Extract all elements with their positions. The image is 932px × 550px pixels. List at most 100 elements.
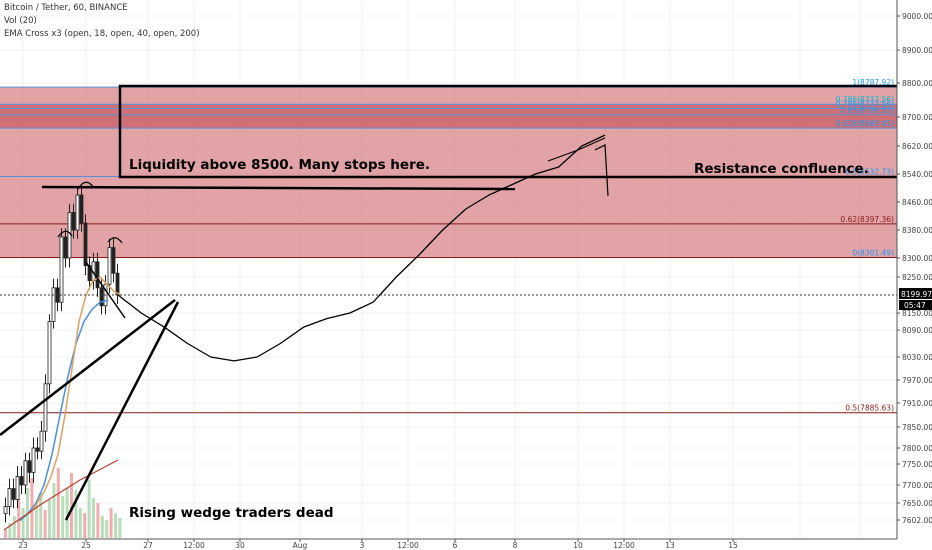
time-tick-label: 3 <box>360 541 365 550</box>
countdown-label: 05:47 <box>904 301 926 310</box>
volume-bar <box>114 513 117 538</box>
price-tick-label: 8030.00 <box>902 353 932 362</box>
fib-level-label: 1(8787.92) <box>852 78 894 87</box>
price-tick-label: 8300.00 <box>902 254 932 263</box>
candle-body <box>95 261 100 289</box>
candle-body <box>87 265 92 282</box>
volume-bar <box>4 530 7 538</box>
volume-bar <box>100 516 104 538</box>
price-tick-label: 8540.00 <box>902 170 932 179</box>
candle-body <box>27 460 32 473</box>
wedge-line-lower <box>0 299 176 436</box>
time-tick-label: 30 <box>235 541 245 550</box>
arrow-head <box>594 144 609 197</box>
candle-body <box>51 287 56 322</box>
fib-level-label: 0.65(8706.53) <box>840 106 894 115</box>
top-neckline <box>41 185 516 191</box>
annotation-wedge: Rising wedge traders dead <box>129 505 334 521</box>
volume-bar <box>17 498 21 538</box>
candle-body <box>83 222 88 266</box>
candle-body <box>15 476 20 500</box>
candle-body <box>31 447 36 473</box>
candle-body <box>47 321 52 385</box>
volume-bar <box>39 493 43 538</box>
price-tick-label: 8380.00 <box>902 226 932 235</box>
candle-body <box>23 460 28 486</box>
time-axis-background <box>0 539 932 550</box>
annotation-liquidity: Liquidity above 8500. Many stops here. <box>129 157 430 173</box>
annotation-resistance: Resistance confluence. <box>694 161 869 177</box>
last-price-box <box>899 288 932 300</box>
time-tick-label: 10 <box>573 541 583 550</box>
candle-body <box>3 506 8 515</box>
resistance-zone-core <box>0 104 897 129</box>
candle-body <box>99 287 104 307</box>
candle-body <box>71 212 76 231</box>
time-tick-label: 12:00 <box>613 541 635 550</box>
candle-body <box>35 447 40 452</box>
price-tick-label: 8250.00 <box>902 273 932 282</box>
time-tick-label: 15 <box>728 541 738 550</box>
time-tick-label: 25 <box>81 541 91 550</box>
wedge-line-upper <box>64 301 180 521</box>
ema-40-line <box>19 299 109 522</box>
volume-bar <box>12 516 16 538</box>
volume-bar <box>70 473 73 538</box>
candle-body <box>11 488 16 500</box>
volume-bar <box>43 510 47 538</box>
candle-body <box>19 476 24 486</box>
fib-level-label: 0.5(7885.63) <box>845 404 894 413</box>
candle-body <box>75 194 80 231</box>
volume-bar <box>61 496 65 538</box>
price-tick-label: 8090.00 <box>902 326 932 335</box>
fib-level-label: 0.618(8669.45) <box>836 119 894 128</box>
price-tick-label: 7700.00 <box>902 481 932 490</box>
last-price-label: 8199.97 <box>901 290 932 299</box>
volume-bar <box>21 508 25 538</box>
volume-legend: Vol (20) <box>4 16 37 26</box>
volume-bar <box>52 483 56 538</box>
price-tick-label: 7910.00 <box>902 399 932 408</box>
volume-bar <box>56 468 60 538</box>
time-tick-label: 23 <box>18 541 28 550</box>
price-tick-label: 7602.00 <box>902 516 932 525</box>
volume-bar <box>74 490 78 538</box>
candle-body <box>63 236 68 259</box>
time-tick-label: 12:00 <box>397 541 419 550</box>
price-tick-label: 8800.00 <box>902 79 932 88</box>
price-tick-label: 8460.00 <box>902 198 932 207</box>
resistance-zone <box>0 87 897 258</box>
volume-bar <box>65 488 69 538</box>
time-tick-label: Aug <box>293 541 308 550</box>
time-tick-label: 13 <box>665 541 675 550</box>
candle-body <box>67 212 72 259</box>
candle-body <box>7 488 12 507</box>
price-tick-label: 8900.00 <box>902 46 932 55</box>
arrow-stroke <box>547 137 606 162</box>
volume-bar <box>48 500 51 538</box>
price-tick-label: 8700.00 <box>902 113 932 122</box>
candle-body <box>39 430 44 452</box>
fib-level-label: 0.786(8737.56) <box>836 95 894 104</box>
price-tick-label: 7650.00 <box>902 499 932 508</box>
ema-200-line <box>3 459 119 531</box>
left-shoulder-arc <box>57 230 73 238</box>
time-tick-label: 12:00 <box>183 541 205 550</box>
ema-18-line <box>29 276 122 515</box>
volume-bar <box>118 518 122 538</box>
projection-path <box>117 134 606 362</box>
price-tick-label: 7750.00 <box>902 460 932 469</box>
price-tick-label: 7850.00 <box>902 423 932 432</box>
price-tick-label: 7970.00 <box>902 376 932 385</box>
time-tick-label: 6 <box>453 541 458 550</box>
candle-body <box>79 194 84 224</box>
neckline-slope <box>85 261 126 319</box>
candle-body <box>115 272 120 296</box>
volume-bar <box>87 480 91 538</box>
price-tick-label: 8150.00 <box>902 309 932 318</box>
fib-level-label: 0.62(8397.36) <box>840 215 894 224</box>
fib-level-label: 0.786(8737.56) <box>836 100 894 109</box>
volume-bar <box>109 508 113 538</box>
